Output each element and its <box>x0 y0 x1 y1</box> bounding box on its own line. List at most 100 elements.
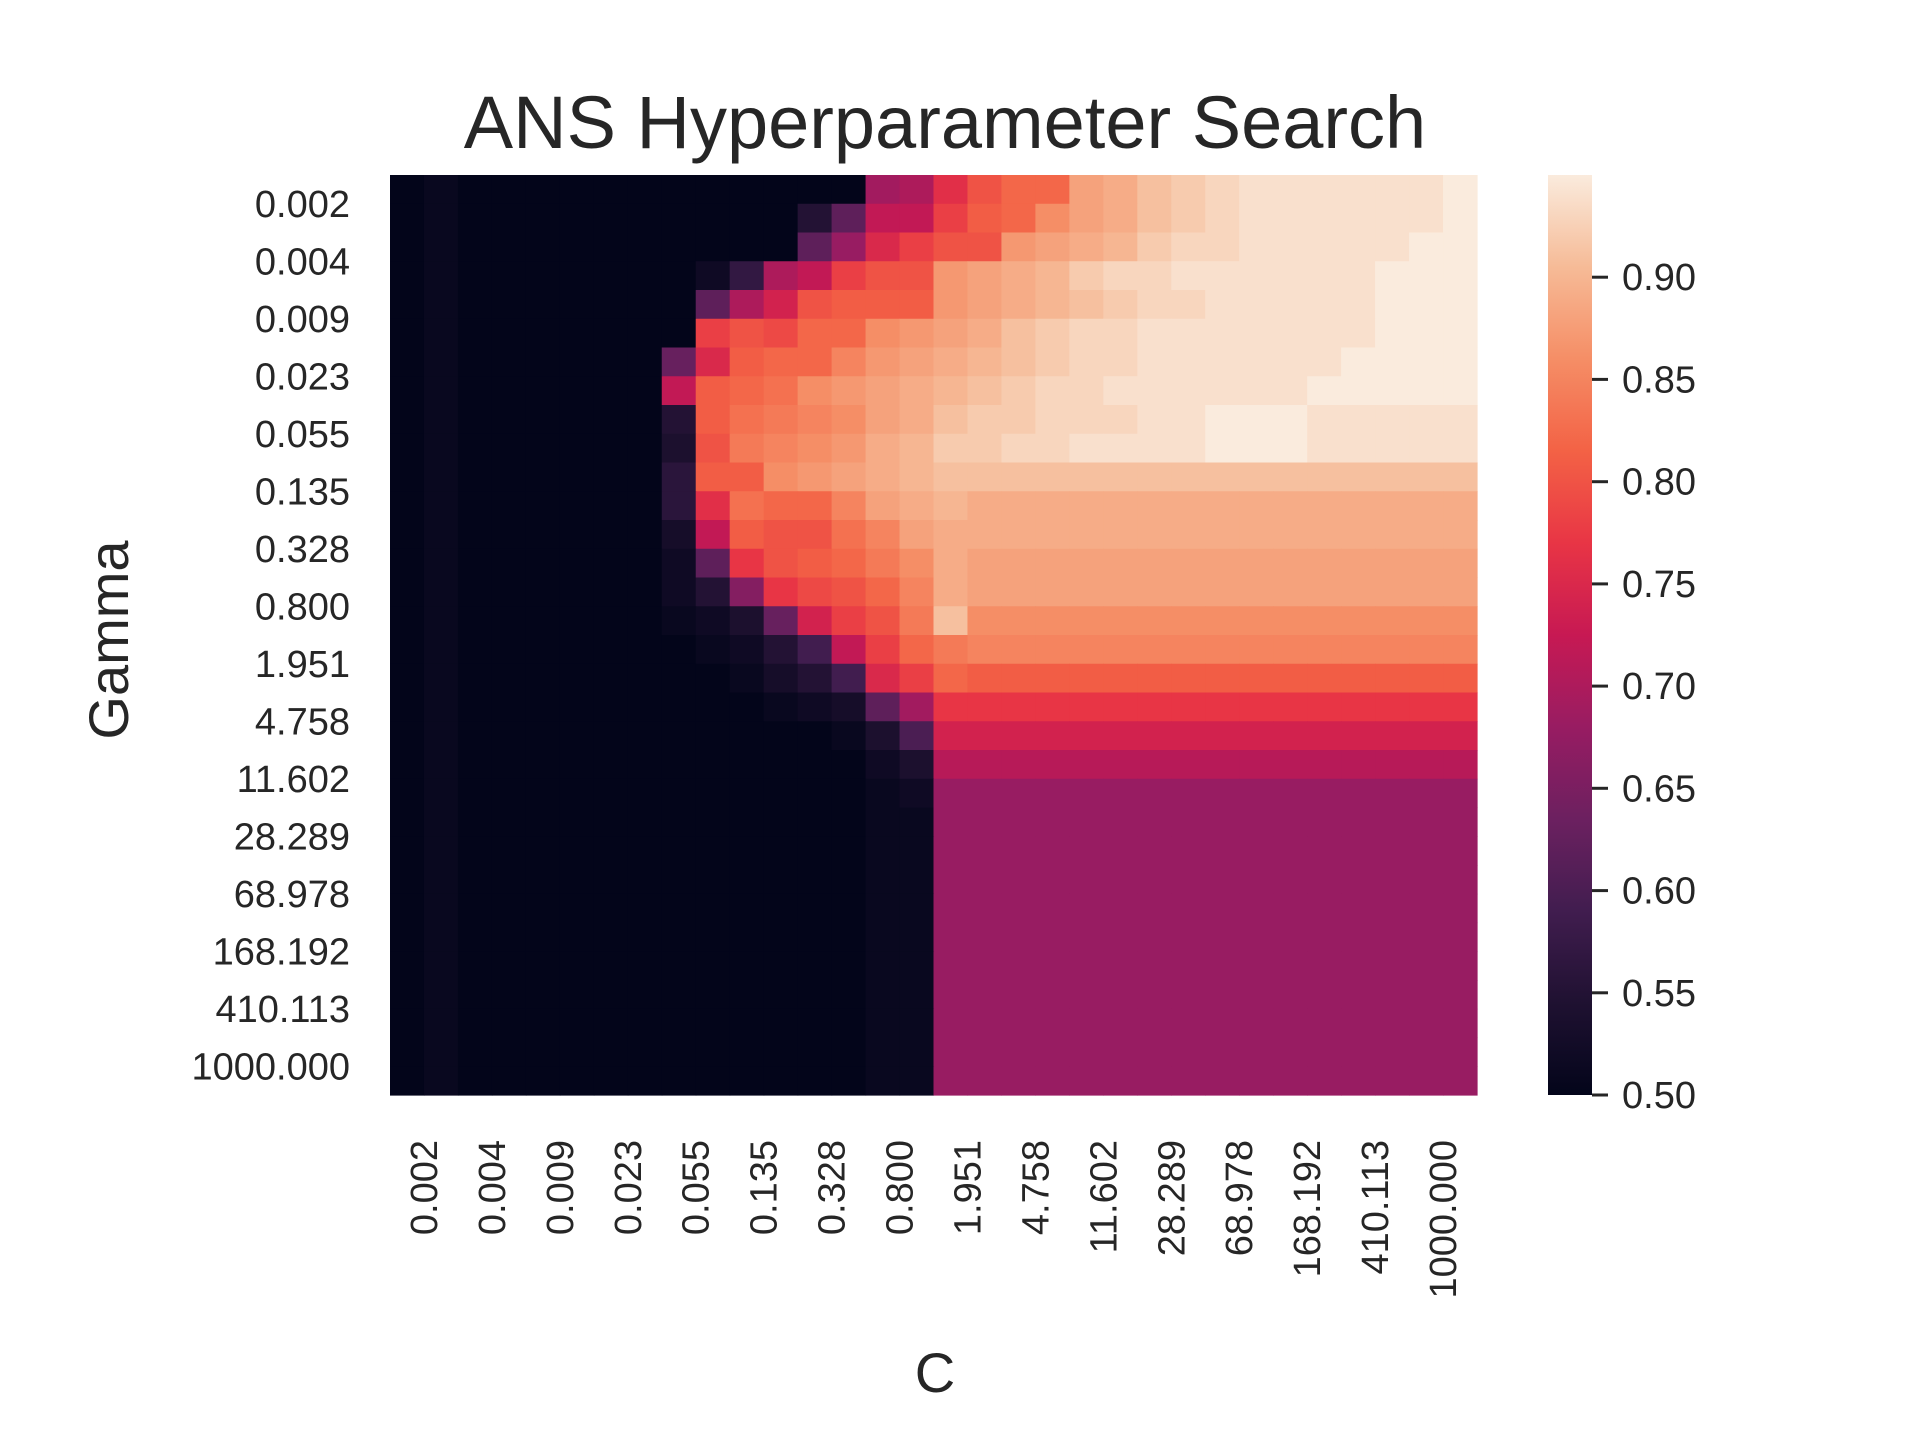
colorbar-tick-label: 0.80 <box>1622 462 1696 504</box>
heatmap-cell <box>695 922 731 952</box>
heatmap-cell <box>1375 405 1410 435</box>
heatmap-cell <box>1103 175 1138 205</box>
heatmap-cell <box>967 491 1003 521</box>
heatmap-cell <box>559 1008 595 1039</box>
heatmap-cell <box>1443 548 1478 579</box>
heatmap-cell <box>831 922 867 952</box>
heatmap-cell <box>1001 318 1037 349</box>
heatmap-cell <box>865 750 901 780</box>
x-tick-label: 168.192 <box>1287 1140 1329 1277</box>
heatmap-cell <box>865 778 901 809</box>
heatmap-cell <box>933 606 969 636</box>
x-tick-label: 28.289 <box>1151 1140 1193 1256</box>
heatmap-cell <box>457 1008 493 1039</box>
heatmap-cell <box>933 865 969 895</box>
heatmap-cell <box>1137 635 1172 665</box>
heatmap-cell <box>1239 1037 1274 1067</box>
heatmap-cell <box>593 778 629 809</box>
heatmap-cell <box>1443 290 1478 320</box>
heatmap-cell <box>593 577 629 607</box>
heatmap-cell <box>1307 807 1342 837</box>
heatmap-cell <box>491 606 527 636</box>
heatmap-cell <box>1069 491 1104 521</box>
heatmap-cell <box>491 865 527 895</box>
heatmap-cell <box>491 261 527 291</box>
heatmap-cell <box>933 635 969 665</box>
heatmap-cell <box>1001 376 1037 406</box>
heatmap-cell <box>797 520 833 550</box>
heatmap-cell <box>457 692 493 722</box>
heatmap-cell <box>661 318 697 349</box>
heatmap-cell <box>559 318 595 349</box>
heatmap-cell <box>797 865 833 895</box>
heatmap-cell <box>390 376 425 406</box>
heatmap-cell <box>525 1066 561 1096</box>
heatmap-cell <box>1035 922 1070 952</box>
heatmap-cell <box>729 376 765 406</box>
heatmap-cell <box>1103 577 1138 607</box>
heatmap-cell <box>899 433 935 464</box>
heatmap-cell <box>967 980 1003 1010</box>
heatmap-cell <box>661 980 697 1010</box>
heatmap-cell <box>729 405 765 435</box>
heatmap-cell <box>1035 290 1070 320</box>
heatmap-cell <box>831 663 867 694</box>
heatmap-cell <box>967 606 1003 636</box>
heatmap-cell <box>559 807 595 837</box>
heatmap-cell <box>865 318 901 349</box>
heatmap-cell <box>1069 405 1104 435</box>
heatmap-cell <box>1409 318 1444 349</box>
heatmap-cell <box>1375 290 1410 320</box>
heatmap-cell <box>390 807 425 837</box>
heatmap-cell <box>1137 865 1172 895</box>
heatmap-cell <box>1341 663 1376 694</box>
heatmap-cell <box>1137 175 1172 205</box>
heatmap-cell <box>967 376 1003 406</box>
y-axis-label: Gamma <box>77 540 140 740</box>
heatmap-cell <box>1341 807 1376 837</box>
heatmap-cell <box>967 462 1003 492</box>
heatmap-cell <box>1171 922 1206 952</box>
heatmap-cell <box>593 721 629 751</box>
heatmap-cell <box>1409 433 1444 464</box>
heatmap-cell <box>1273 462 1308 492</box>
heatmap-cell <box>729 980 765 1010</box>
heatmap-cell <box>661 635 697 665</box>
heatmap-cell <box>1341 1066 1376 1096</box>
heatmap-cell <box>423 922 459 952</box>
heatmap-cell <box>1443 405 1478 435</box>
heatmap-cell <box>1409 721 1444 751</box>
heatmap-cell <box>1001 1066 1037 1096</box>
heatmap-cell <box>831 203 867 234</box>
x-tick-label: 0.328 <box>812 1140 854 1235</box>
heatmap-cell <box>797 577 833 607</box>
heatmap-cell <box>1341 836 1376 866</box>
heatmap-cell <box>831 1066 867 1096</box>
heatmap-cell <box>661 433 697 464</box>
heatmap-cell <box>1035 951 1070 981</box>
heatmap-cell <box>1341 232 1376 262</box>
heatmap-cell <box>1409 577 1444 607</box>
heatmap-cell <box>1375 635 1410 665</box>
heatmap-cell <box>1307 203 1342 234</box>
heatmap-cell <box>491 491 527 521</box>
heatmap-cell <box>797 376 833 406</box>
heatmap-cell <box>695 663 731 694</box>
heatmap-cell <box>1171 462 1206 492</box>
heatmap-cell <box>491 175 527 205</box>
colorbar-tick-label: 0.60 <box>1622 871 1696 913</box>
heatmap-cell <box>593 606 629 636</box>
heatmap-cell <box>1001 577 1037 607</box>
heatmap-cell <box>1205 462 1240 492</box>
heatmap-cell <box>1307 951 1342 981</box>
heatmap-cell <box>390 347 425 377</box>
heatmap-cell <box>390 462 425 492</box>
heatmap-cell <box>627 692 663 722</box>
heatmap-cell <box>865 1037 901 1067</box>
heatmap-cell <box>1001 635 1037 665</box>
heatmap-cell <box>695 520 731 550</box>
heatmap-cell <box>1069 635 1104 665</box>
heatmap-cell <box>899 577 935 607</box>
heatmap-cell <box>797 290 833 320</box>
heatmap-cell <box>1205 865 1240 895</box>
